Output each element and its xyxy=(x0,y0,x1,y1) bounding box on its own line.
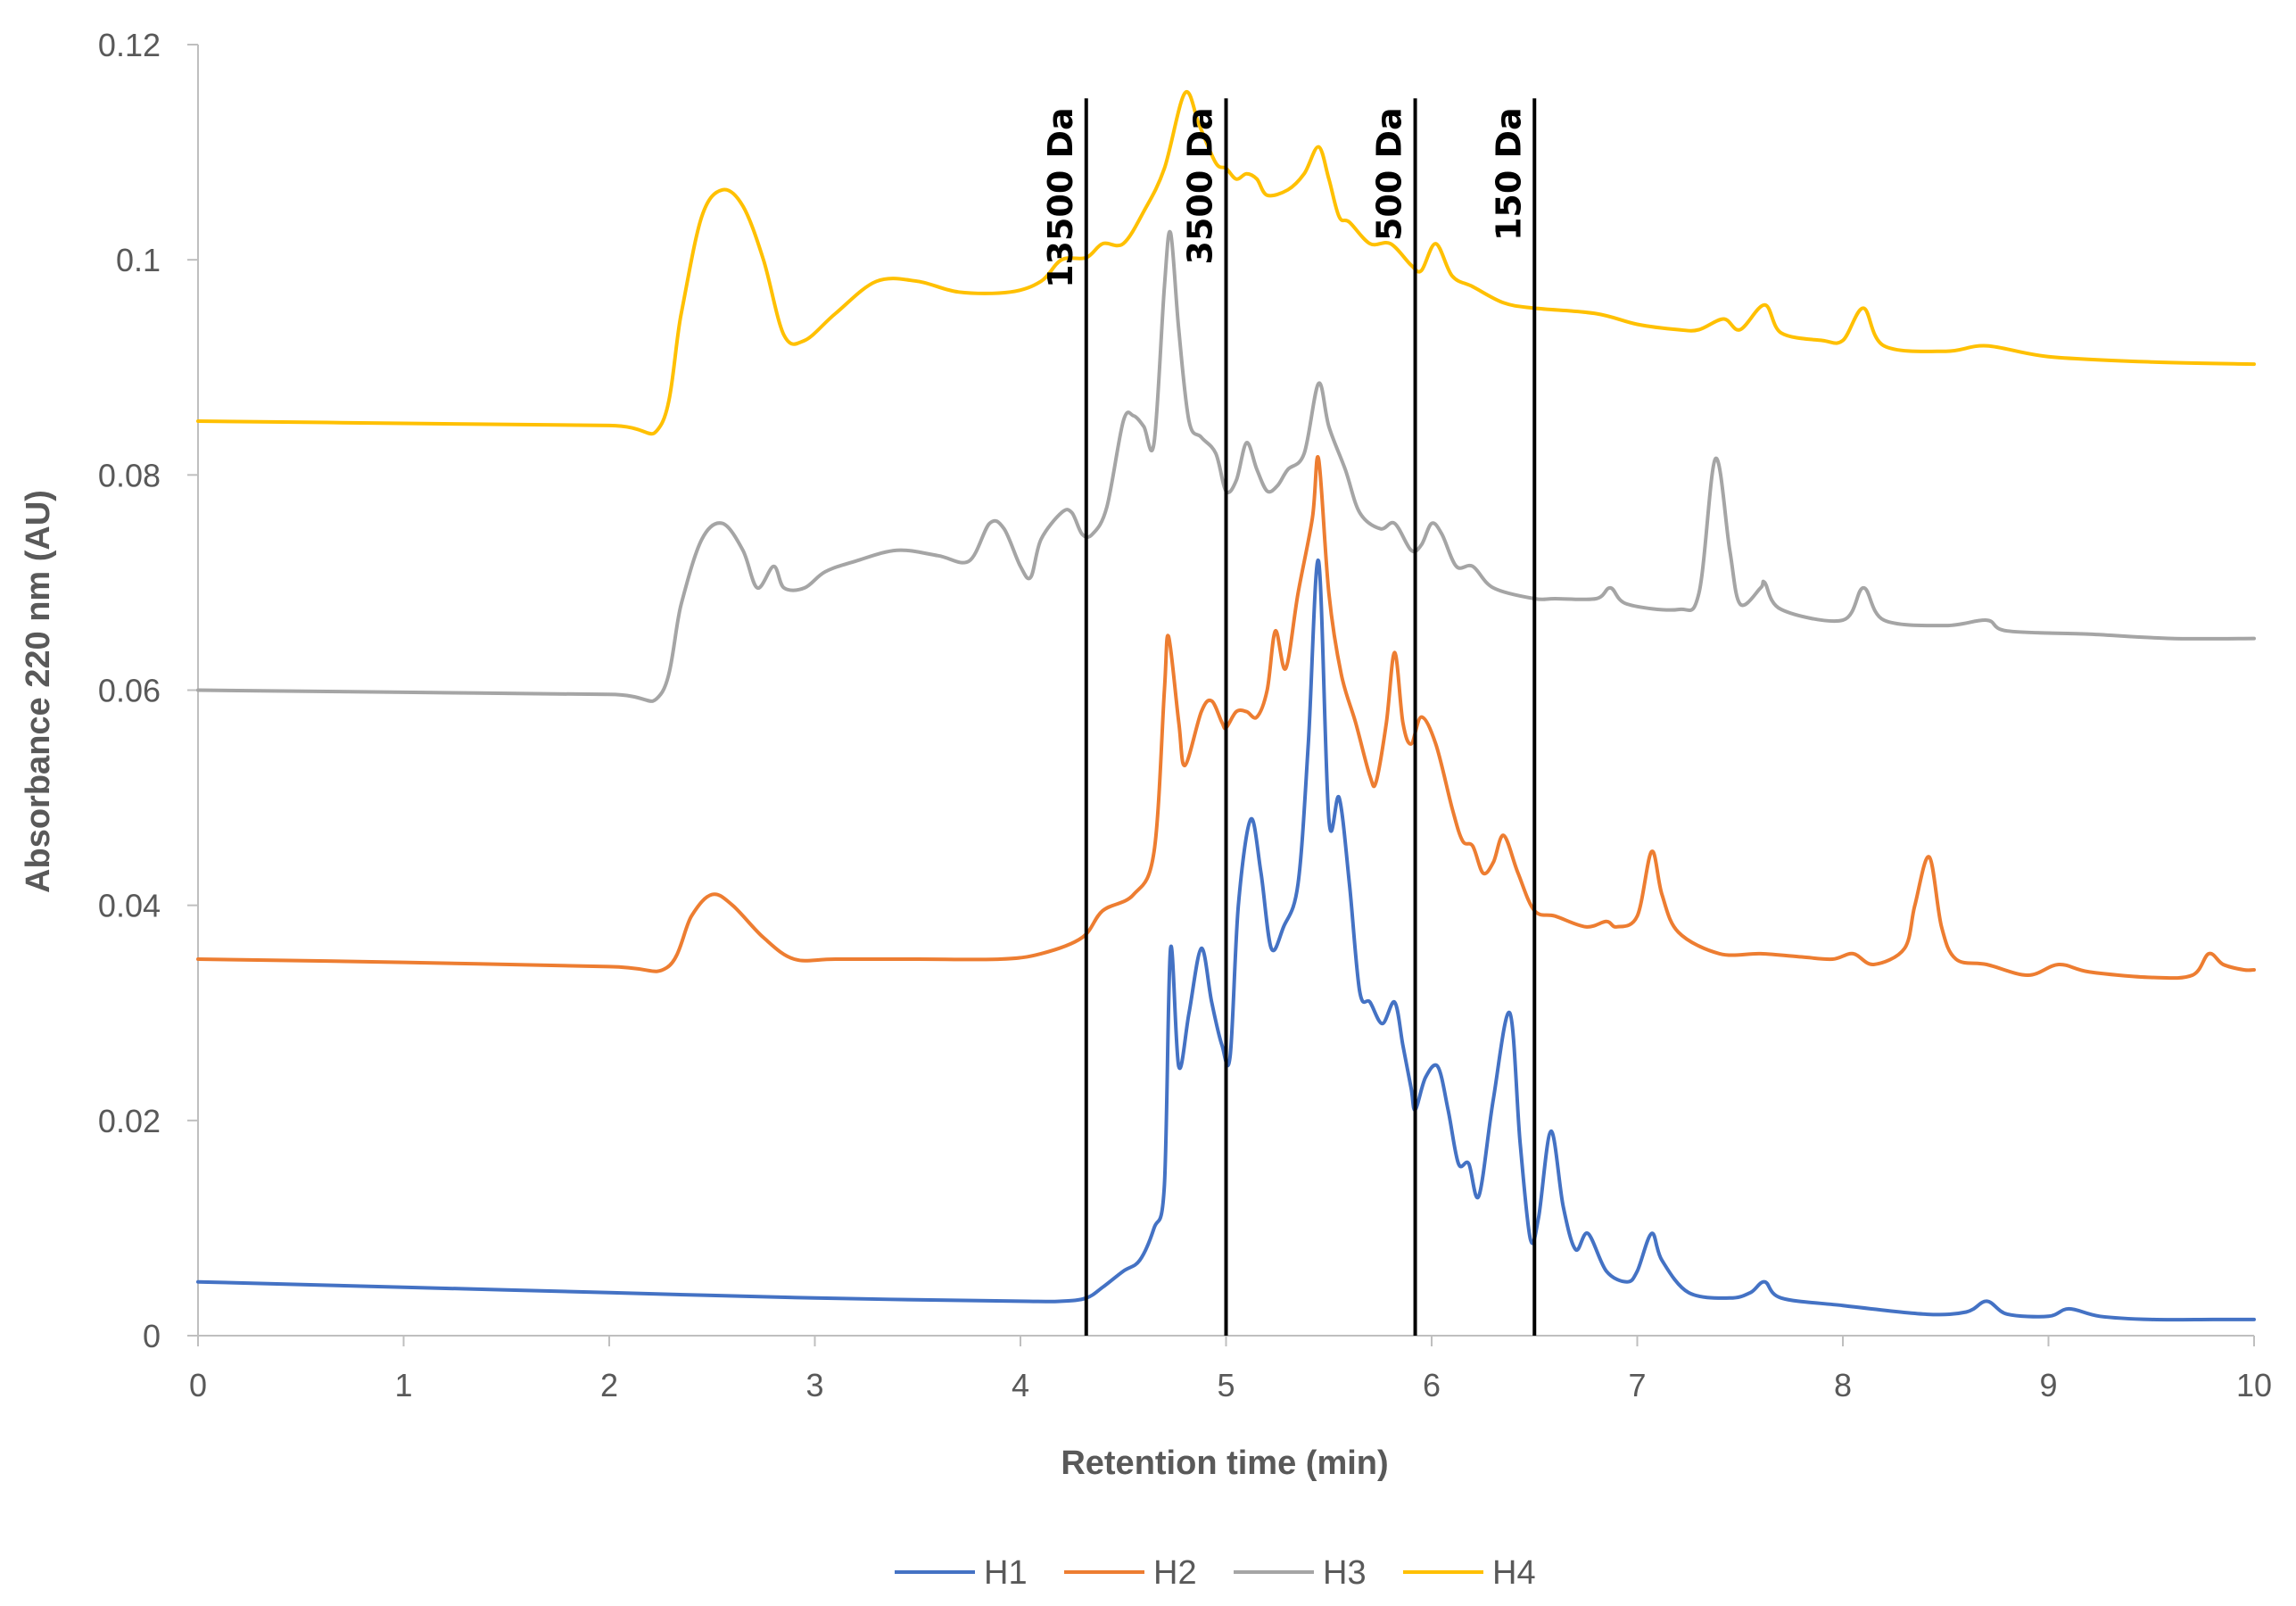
legend-label-h3: H3 xyxy=(1323,1554,1367,1592)
y-tick-label: 0 xyxy=(143,1318,161,1354)
legend-label-h1: H1 xyxy=(984,1554,1028,1592)
y-tick-label: 0.02 xyxy=(98,1103,161,1139)
y-tick-label: 0.12 xyxy=(98,27,161,63)
marker-label: 500 Da xyxy=(1370,107,1409,241)
x-tick-label: 0 xyxy=(189,1367,207,1403)
marker-layer: 13500 Da 3500 Da 500 Da 150 Da xyxy=(1041,98,1537,1336)
x-tick-label: 8 xyxy=(1834,1367,1852,1403)
legend: H1 H2 H3 H4 xyxy=(895,1554,1536,1592)
marker-label: 150 Da xyxy=(1489,107,1528,241)
series-line-h4 xyxy=(196,89,2256,436)
x-tick-label: 6 xyxy=(1423,1367,1441,1403)
legend-label-h2: H2 xyxy=(1153,1554,1197,1592)
x-tick-label: 7 xyxy=(1628,1367,1646,1403)
series-line-h3 xyxy=(196,229,2256,703)
x-ticks: 0 1 2 3 4 5 6 7 8 9 10 xyxy=(189,1336,2272,1403)
x-tick-label: 5 xyxy=(1217,1367,1235,1403)
y-tick-label: 0.08 xyxy=(98,457,161,493)
y-axis-title: Absorbance 220 nm (AU) xyxy=(20,490,57,893)
legend-label-h4: H4 xyxy=(1492,1554,1536,1592)
series-line-h1 xyxy=(196,559,2256,1322)
marker-label: 3500 Da xyxy=(1181,107,1220,264)
series-line-h2 xyxy=(196,454,2256,981)
x-tick-label: 3 xyxy=(805,1367,823,1403)
x-tick-label: 9 xyxy=(2039,1367,2057,1403)
x-axis-title: Retention time (min) xyxy=(1061,1445,1388,1482)
marker-label: 13500 Da xyxy=(1041,107,1080,288)
y-ticks: 0 0.02 0.04 0.06 0.08 0.1 0.12 xyxy=(98,27,198,1354)
x-tick-label: 4 xyxy=(1012,1367,1029,1403)
y-tick-label: 0.1 xyxy=(116,242,161,278)
x-tick-label: 2 xyxy=(600,1367,618,1403)
y-tick-label: 0.04 xyxy=(98,888,161,924)
y-tick-label: 0.06 xyxy=(98,673,161,709)
x-tick-label: 10 xyxy=(2236,1367,2272,1403)
x-tick-label: 1 xyxy=(394,1367,412,1403)
series-layer xyxy=(196,89,2256,1322)
